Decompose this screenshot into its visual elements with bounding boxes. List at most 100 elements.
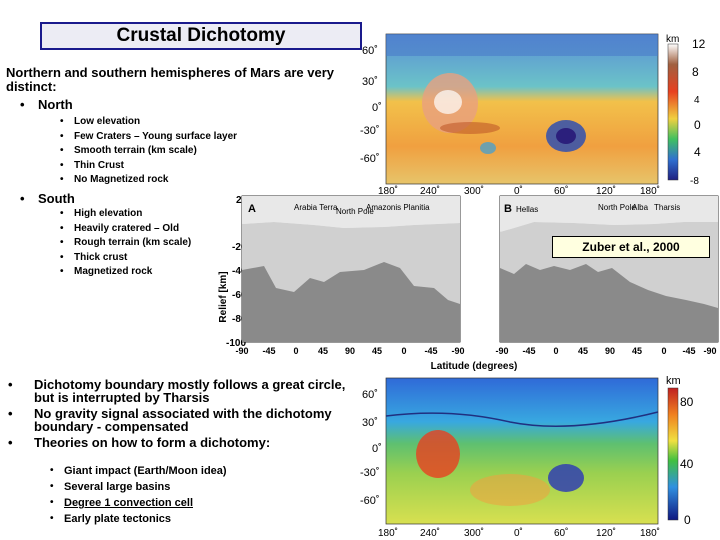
profile-a-mantle bbox=[242, 262, 460, 342]
scale-tick: 80 bbox=[680, 395, 694, 409]
lat-label: -60˚ bbox=[360, 153, 380, 165]
x-axis-label: Latitude (degrees) bbox=[431, 361, 518, 372]
x-tick-label: 0 bbox=[293, 346, 298, 356]
scale-tick: 40 bbox=[680, 457, 694, 471]
lon-label: 180˚ bbox=[378, 527, 398, 539]
lat-label: -30˚ bbox=[360, 467, 380, 479]
panel-b-annotation: Hellas bbox=[516, 205, 538, 214]
scale-tick: 8 bbox=[692, 65, 699, 79]
bullet-icon: • bbox=[50, 497, 54, 508]
x-tick-label: -45 bbox=[522, 346, 535, 356]
hellas-floor bbox=[556, 128, 576, 144]
crustal-thickness-map-figure: 60˚ 30˚ 0˚ -30˚ -60˚ 180˚ 240˚ 300˚ 0˚ 6… bbox=[360, 375, 694, 539]
y-tick-label: -80 bbox=[232, 314, 247, 325]
x-tick-label: -90 bbox=[495, 346, 508, 356]
list-item: • Thin Crust bbox=[60, 159, 237, 174]
bullet-icon: • bbox=[60, 130, 64, 142]
scale-unit: km bbox=[666, 375, 681, 387]
lon-label: 300˚ bbox=[464, 185, 484, 197]
argyre-basin bbox=[480, 142, 496, 154]
list-item: • Theories on how to form a dichotomy: bbox=[8, 435, 271, 450]
lat-label: 30˚ bbox=[362, 76, 378, 88]
list-item: • Low elevation bbox=[60, 115, 237, 130]
profile-b-mantle bbox=[500, 264, 718, 342]
x-tick-label: -90 bbox=[451, 346, 464, 356]
north-heading: • North bbox=[20, 97, 73, 112]
profile-b-upper-fill bbox=[500, 196, 718, 232]
x-tick-label: 0 bbox=[553, 346, 558, 356]
panel-a-annotation: Amazonis Planitia bbox=[366, 203, 430, 212]
southern-highlands bbox=[470, 474, 550, 506]
x-tick-label: 90 bbox=[345, 346, 355, 356]
tharsis-peak bbox=[434, 90, 462, 114]
bullet-icon: • bbox=[60, 208, 64, 219]
panel-b-annotation: Tharsis bbox=[654, 203, 680, 212]
topography-map-figure: 60˚ 30˚ 0˚ -30˚ -60˚ 180˚ 240˚ 300˚ 0˚ 6… bbox=[360, 33, 706, 197]
bullet-icon: • bbox=[60, 174, 64, 185]
scale-tick: -8 bbox=[690, 176, 699, 187]
elevation-color-scale bbox=[667, 43, 679, 181]
dichotomy-boundary-line bbox=[385, 411, 659, 427]
south-heading: • South bbox=[20, 191, 75, 206]
lat-label: -30˚ bbox=[360, 125, 380, 137]
lat-label: 60˚ bbox=[362, 45, 378, 57]
citation-box: Zuber et al., 2000 bbox=[552, 236, 710, 258]
slide-title: Crustal Dichotomy bbox=[40, 22, 362, 50]
lon-label: 300˚ bbox=[464, 527, 484, 539]
bullet-icon: • bbox=[50, 465, 54, 476]
list-item: • Early plate tectonics bbox=[50, 513, 171, 525]
x-tick-label: 45 bbox=[632, 346, 642, 356]
scale-tick: 4 bbox=[694, 95, 700, 106]
northern-lowlands bbox=[386, 34, 658, 56]
list-item: • Few Craters – Young surface layer bbox=[60, 130, 237, 145]
lat-label: 60˚ bbox=[362, 389, 378, 401]
valles-marineris bbox=[440, 122, 500, 134]
lon-label: 0˚ bbox=[514, 527, 523, 539]
panel-a-annotation: North Pole bbox=[336, 207, 374, 216]
bullet-icon: • bbox=[8, 435, 13, 450]
x-tick-label: -45 bbox=[424, 346, 437, 356]
lon-label: 0˚ bbox=[514, 185, 523, 197]
list-item: • High elevation bbox=[60, 207, 191, 222]
lon-label: 180˚ bbox=[640, 185, 660, 197]
bottom-bullets: • Dichotomy boundary mostly follows a gre… bbox=[8, 377, 364, 450]
scale-tick: 0 bbox=[684, 513, 691, 527]
list-item: • Heavily cratered – Old bbox=[60, 222, 191, 237]
panel-b-letter: B bbox=[504, 203, 512, 215]
list-item: • Smooth terrain (km scale) bbox=[60, 144, 237, 159]
bullet-icon: • bbox=[20, 97, 25, 112]
north-label: North bbox=[38, 97, 73, 112]
scale-tick: 0 bbox=[694, 118, 701, 132]
list-item: • Dichotomy boundary mostly follows a gre… bbox=[8, 377, 346, 405]
bullet-icon: • bbox=[8, 377, 13, 392]
bullet-icon: • bbox=[60, 237, 64, 248]
lat-label: 30˚ bbox=[362, 417, 378, 429]
list-item: • Several large basins bbox=[50, 481, 171, 493]
x-ticks-b: -90 -45 0 45 90 45 0 -45 -90 bbox=[495, 346, 716, 356]
list-item: • Magnetized rock bbox=[60, 265, 191, 280]
y-tick-label: -20 bbox=[232, 242, 247, 253]
panel-a-letter: A bbox=[248, 203, 256, 215]
list-item: • Degree 1 convection cell bbox=[50, 497, 193, 509]
x-tick-label: 45 bbox=[578, 346, 588, 356]
y-tick-label: -100 bbox=[226, 338, 246, 349]
north-list: • Low elevation • Few Craters – Young surf… bbox=[60, 115, 237, 188]
panel-a-annotation: Arabia Terra bbox=[294, 203, 338, 212]
lon-label: 240˚ bbox=[420, 527, 440, 539]
lon-label: 180˚ bbox=[378, 185, 398, 197]
profile-a-upper-fill bbox=[242, 196, 460, 228]
tharsis-region bbox=[416, 430, 460, 478]
south-label: South bbox=[38, 191, 75, 206]
list-item: • Thick crust bbox=[60, 251, 191, 266]
intro-text: Northern and southern hemispheres of Mar… bbox=[6, 65, 334, 94]
lat-label: 0˚ bbox=[372, 102, 382, 114]
relief-profile-figure: Relief [km] 20 0 -20 -40 -60 -80 -100 A … bbox=[218, 195, 719, 372]
x-tick-label: 45 bbox=[372, 346, 382, 356]
list-item: • Giant impact (Earth/Moon idea) bbox=[50, 465, 227, 477]
thickness-color-scale bbox=[667, 387, 679, 521]
x-tick-label: 0 bbox=[661, 346, 666, 356]
x-tick-label: -45 bbox=[682, 346, 695, 356]
bullet-icon: • bbox=[60, 266, 64, 277]
scale-tick: 4 bbox=[694, 145, 701, 159]
hellas-basin bbox=[548, 464, 584, 492]
